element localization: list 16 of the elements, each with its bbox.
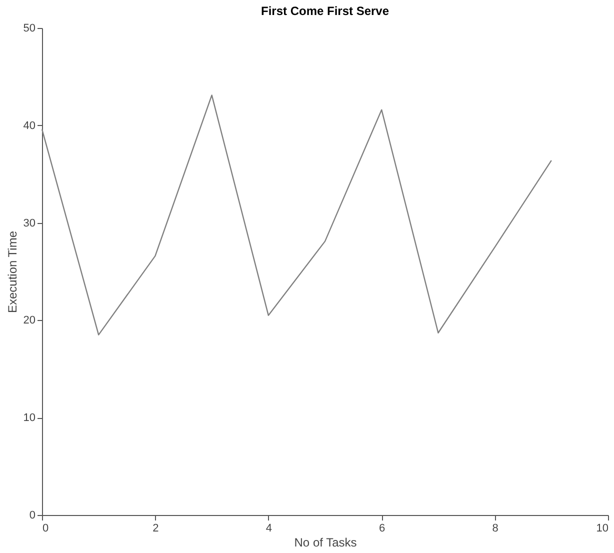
x-tick-label: 6 xyxy=(379,522,386,534)
x-tick-label: 4 xyxy=(266,522,272,534)
chart-title: First Come First Serve xyxy=(260,4,390,18)
x-tick-label: 10 xyxy=(596,522,608,534)
line-series xyxy=(41,94,552,336)
x-tick-label: 2 xyxy=(152,522,159,534)
y-axis-title: Execution Time xyxy=(5,230,20,314)
y-tick-label: 0 xyxy=(29,510,36,522)
x-axis-title: No of Tasks xyxy=(294,536,357,550)
y-tick-label: 30 xyxy=(23,217,36,230)
y-tick-label: 50 xyxy=(23,22,36,34)
x-tick-label: 8 xyxy=(492,522,498,534)
y-tick-label: 20 xyxy=(23,314,36,327)
y-tick-label: 10 xyxy=(23,412,36,424)
x-tick-label: 0 xyxy=(42,522,49,534)
y-tick-label: 40 xyxy=(23,120,36,132)
